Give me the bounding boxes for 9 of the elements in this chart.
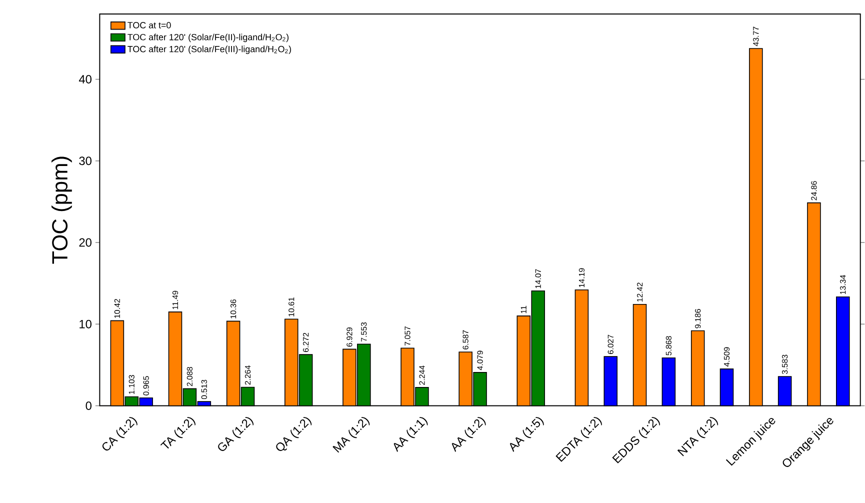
y-tick-label: 40 <box>78 74 92 84</box>
y-axis-title: TOC (ppm) <box>52 156 72 264</box>
y-tick-label: 20 <box>79 238 92 246</box>
y-tick-label: 0 <box>86 401 92 410</box>
legend-label: TOC after 120' (Solar/Fe(III)-ligand/H$_{2}$O$_{2}$) <box>128 45 291 54</box>
y-tick-label: 10 <box>80 320 92 328</box>
legend-label: TOC after 120' (Solar/Fe(II)-ligand/H$_{2}$O$_{2}$) <box>128 34 289 42</box>
y-tick-label: 30 <box>79 156 92 165</box>
legend-label: TOC at t=0 <box>128 22 171 28</box>
